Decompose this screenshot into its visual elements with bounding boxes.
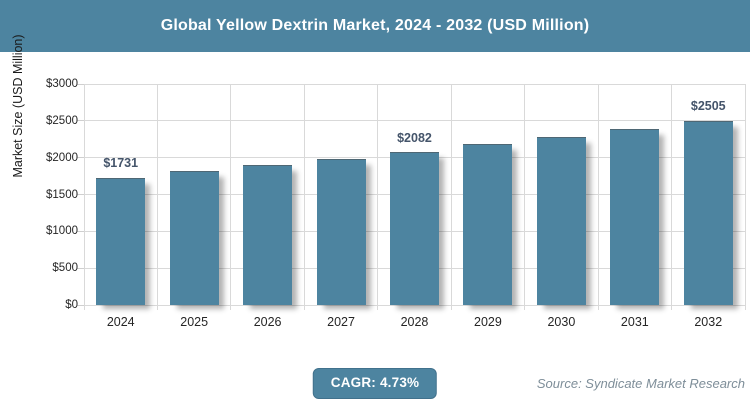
x-tick-label: 2024	[106, 315, 135, 329]
y-tick-label: $1500	[46, 188, 78, 201]
bar-2032	[683, 120, 733, 305]
y-axis-tick	[77, 230, 84, 232]
x-tick-label: 2028	[400, 315, 429, 329]
x-tick-label: 2032	[694, 315, 723, 329]
bar-2030	[536, 136, 586, 305]
y-tick-label: $2000	[46, 151, 78, 164]
gridline-h	[84, 304, 745, 306]
y-axis-tick	[77, 120, 84, 122]
gridline-v	[377, 84, 379, 310]
bar-2031	[610, 128, 660, 305]
x-tick-label: 2030	[547, 315, 576, 329]
gridline-v	[156, 84, 158, 310]
x-tick-label: 2027	[327, 315, 355, 329]
gridline-v	[671, 84, 673, 310]
y-tick-label: $1000	[46, 225, 78, 238]
x-tick-label: 2031	[620, 315, 649, 329]
x-tick-label: 2025	[180, 315, 209, 329]
plot-area: $0 $500 $1000 $1500 $2000 $2500 $3000 $1731 2024…	[46, 78, 746, 329]
bar-2029	[463, 144, 513, 305]
bar-2025	[169, 171, 219, 305]
x-tick-label: 2026	[253, 315, 282, 329]
gridline-v	[597, 84, 599, 310]
chart-title: Global Yellow Dextrin Market, 2024 - 203…	[160, 17, 590, 34]
bar-2028	[390, 151, 439, 305]
bar-value-label: $2082	[397, 130, 432, 145]
gridline-v	[524, 84, 526, 310]
y-axis-tick	[77, 267, 84, 269]
gridline-h	[84, 83, 745, 85]
bar-value-label: $2505	[690, 99, 726, 114]
gridline-v	[303, 84, 305, 310]
gridline-v	[83, 84, 85, 310]
bar-2026	[243, 165, 293, 305]
bar-value-label: $1731	[103, 156, 139, 171]
gridline-v	[230, 84, 232, 310]
y-axis-title: Market Size (USD Million)	[11, 34, 25, 178]
x-tick-label: 2029	[474, 315, 502, 329]
y-tick-label: $500	[52, 262, 78, 275]
y-tick-label: $3000	[46, 78, 78, 90]
gridline-v	[450, 84, 452, 310]
y-tick-label: $0	[65, 299, 78, 311]
source-attribution: Source: Syndicate Market Research	[536, 376, 745, 391]
y-axis-tick	[77, 83, 84, 85]
bar-2024	[96, 177, 146, 305]
cagr-label: CAGR: 4.73%	[330, 375, 420, 390]
cagr-badge: CAGR: 4.73%	[312, 368, 438, 399]
gridline-h	[84, 120, 745, 122]
y-axis-tick	[77, 194, 84, 195]
y-axis-tick	[77, 304, 84, 306]
y-axis-tick	[77, 157, 84, 159]
gridline-v	[744, 84, 746, 310]
chart-title-bar: Global Yellow Dextrin Market, 2024 - 203…	[0, 0, 750, 52]
bar-2027	[316, 158, 366, 305]
y-tick-label: $2500	[46, 114, 78, 127]
